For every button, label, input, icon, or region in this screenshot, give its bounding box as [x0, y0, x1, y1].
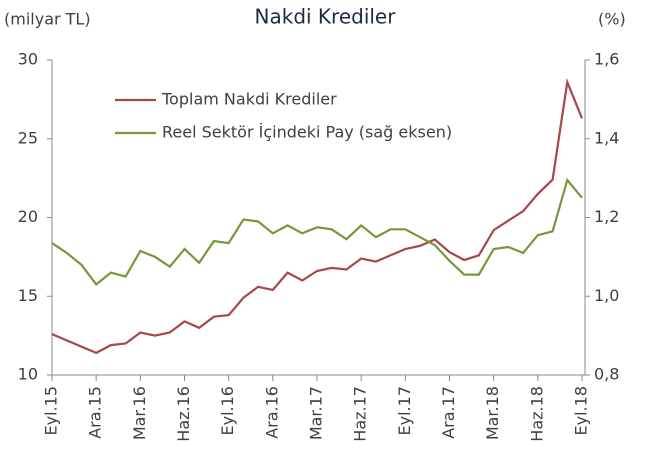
x-tick-label: Haz.16 [174, 386, 193, 442]
y-tick-label: 10 [18, 365, 38, 384]
y2-tick-label: 1,0 [594, 286, 619, 305]
x-tick-label: Haz.18 [527, 386, 546, 442]
x-tick-label: Mar.17 [307, 386, 326, 440]
y2-tick-label: 1,2 [594, 207, 619, 226]
x-tick-label: Ara.15 [86, 386, 105, 439]
legend-label: Reel Sektör İçindeki Pay (sağ eksen) [162, 123, 452, 142]
y-tick-label: 25 [18, 128, 38, 147]
chart-title: Nakdi Krediler [255, 5, 397, 29]
x-tick-label: Mar.18 [483, 386, 502, 440]
y-axis-label: (milyar TL) [4, 10, 91, 29]
x-tick-label: Ara.16 [262, 386, 281, 439]
x-tick-label: Ara.17 [439, 386, 458, 439]
y-tick-label: 15 [18, 286, 38, 305]
x-tick-label: Eyl.17 [395, 386, 414, 435]
legend-label: Toplam Nakdi Krediler [161, 90, 337, 109]
x-tick-label: Mar.16 [130, 386, 149, 440]
y-tick-label: 30 [18, 50, 38, 69]
series-line [51, 177, 583, 286]
x-tick-label: Eyl.16 [218, 386, 237, 435]
series-line [51, 77, 584, 355]
x-tick-label: Eyl.18 [572, 386, 591, 435]
y2-tick-label: 1,6 [594, 50, 619, 69]
y2-tick-label: 1,4 [594, 128, 619, 147]
x-tick-label: Eyl.15 [42, 386, 61, 435]
x-tick-label: Haz.17 [351, 386, 370, 442]
y-tick-label: 20 [18, 207, 38, 226]
y2-tick-label: 0,8 [594, 365, 619, 384]
y2-axis-label: (%) [598, 10, 626, 29]
